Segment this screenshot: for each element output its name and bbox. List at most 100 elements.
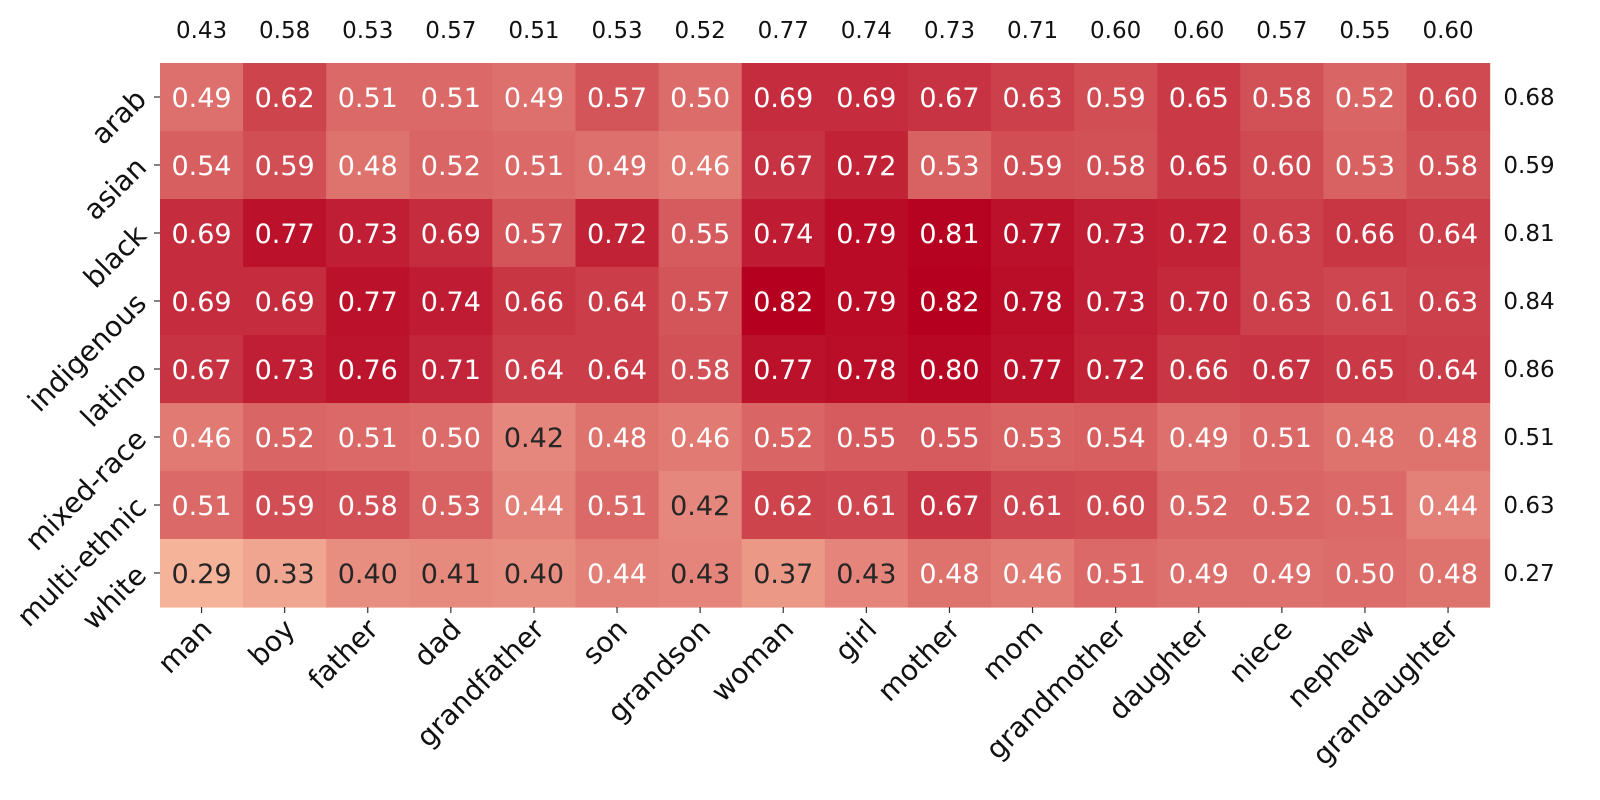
cell-value-label: 0.69 [421,219,481,250]
heatmap-cell-asian-grandmother [1074,131,1158,200]
cell-value-label: 0.80 [919,355,979,386]
heatmap-cell-arab-father [326,63,410,132]
heatmap-cell-asian-nephew [1323,131,1408,200]
cell-value-label: 0.58 [670,355,730,386]
cell-value-label: 0.72 [1086,355,1146,386]
cell-value-label: 0.52 [1252,491,1312,522]
cell-value-label: 0.51 [338,83,398,114]
cell-value-label: 0.77 [1002,355,1062,386]
cell-value-label: 0.64 [587,287,647,318]
heatmap-cell-multi-ethnic-nephew [1323,471,1408,540]
cell-value-label: 0.48 [587,423,647,454]
cell-value-label: 0.78 [1002,287,1062,318]
heatmap-cell-arab-son [575,63,660,132]
heatmap-cell-white-son [575,539,660,608]
heatmap-cell-black-mom [991,199,1075,268]
y-tick-label-black: black [77,218,153,294]
cell-value-label: 0.48 [1335,423,1395,454]
heatmap-cell-asian-grandaughter [1406,131,1491,200]
cell-value-label: 0.49 [1252,559,1312,590]
heatmap-cell-indigenous-dad [409,267,493,336]
heatmap-cell-asian-son [575,131,660,200]
heatmap-cell-multi-ethnic-man [160,471,244,540]
column-total-label: 0.43 [176,18,227,44]
cell-value-label: 0.60 [1418,83,1478,114]
column-total-label: 0.55 [1339,18,1390,44]
cell-value-label: 0.64 [1418,355,1478,386]
row-total-label: 0.63 [1503,493,1554,519]
heatmap-cell-arab-mom [991,63,1075,132]
cell-value-label: 0.53 [1335,151,1395,182]
heatmap-cell-indigenous-grandmother [1074,267,1158,336]
heatmap-cell-black-girl [824,199,909,268]
cell-value-label: 0.53 [421,491,481,522]
cell-value-label: 0.52 [255,423,315,454]
heatmap-cell-mixed-race-mom [991,403,1075,472]
heatmap-cell-latino-mom [991,335,1075,404]
heatmap-cell-latino-niece [1240,335,1324,404]
heatmap-cell-arab-man [160,63,244,132]
heatmap-cell-mixed-race-grandson [658,403,743,472]
heatmap-cell-multi-ethnic-girl [824,471,909,540]
heatmap-cell-black-grandmother [1074,199,1158,268]
cell-value-label: 0.51 [1086,559,1146,590]
heatmap-cell-white-dad [409,539,493,608]
heatmap-cell-multi-ethnic-boy [243,471,327,540]
x-tick-label-dad: dad [407,613,468,674]
cell-value-label: 0.43 [836,559,896,590]
column-total-label: 0.51 [508,18,559,44]
cell-value-label: 0.41 [421,559,481,590]
cell-value-label: 0.79 [836,287,896,318]
heatmap-cell-black-grandson [658,199,743,268]
cell-value-label: 0.49 [504,83,564,114]
cell-value-label: 0.49 [171,83,231,114]
heatmap-cell-latino-nephew [1323,335,1408,404]
cell-value-label: 0.60 [1086,491,1146,522]
cell-value-label: 0.46 [1002,559,1062,590]
heatmap-cell-white-grandaughter [1406,539,1491,608]
cell-value-label: 0.77 [338,287,398,318]
x-tick-label-mother: mother [871,612,967,708]
heatmap-cell-latino-man [160,335,244,404]
heatmap-cell-indigenous-mother [907,267,992,336]
cell-value-label: 0.73 [338,219,398,250]
cell-value-label: 0.55 [670,219,730,250]
heatmap-cell-arab-grandmother [1074,63,1158,132]
heatmap-cell-indigenous-son [575,267,660,336]
cell-value-label: 0.44 [1418,491,1478,522]
cell-value-label: 0.67 [1252,355,1312,386]
cell-value-label: 0.50 [421,423,481,454]
heatmap-cell-black-boy [243,199,327,268]
cell-value-label: 0.37 [753,559,813,590]
cell-value-label: 0.55 [836,423,896,454]
heatmap-cell-latino-dad [409,335,493,404]
cell-value-label: 0.58 [1418,151,1478,182]
cell-value-label: 0.71 [421,355,481,386]
cell-value-label: 0.54 [171,151,231,182]
cell-value-label: 0.51 [1335,491,1395,522]
cell-value-label: 0.52 [421,151,481,182]
cell-value-label: 0.48 [338,151,398,182]
heatmap-cell-latino-grandfather [492,335,577,404]
cell-value-label: 0.69 [255,287,315,318]
cell-value-label: 0.59 [1086,83,1146,114]
column-total-label: 0.52 [675,18,726,44]
column-total-label: 0.57 [425,18,476,44]
cell-value-label: 0.65 [1169,83,1229,114]
cell-value-label: 0.72 [1169,219,1229,250]
cell-value-label: 0.51 [504,151,564,182]
heatmap-cell-arab-niece [1240,63,1324,132]
heatmap-cell-black-nephew [1323,199,1408,268]
row-total-label: 0.81 [1503,221,1554,247]
heatmap-cell-white-boy [243,539,327,608]
heatmap-cell-indigenous-mom [991,267,1075,336]
heatmap-cell-mixed-race-dad [409,403,493,472]
cell-value-label: 0.66 [1169,355,1229,386]
heatmap-cell-arab-nephew [1323,63,1408,132]
cell-value-label: 0.70 [1169,287,1229,318]
heatmap-cell-latino-grandmother [1074,335,1158,404]
cell-value-label: 0.50 [670,83,730,114]
heatmap-cell-white-father [326,539,410,608]
heatmap-cell-multi-ethnic-grandson [658,471,743,540]
cell-value-label: 0.58 [1252,83,1312,114]
